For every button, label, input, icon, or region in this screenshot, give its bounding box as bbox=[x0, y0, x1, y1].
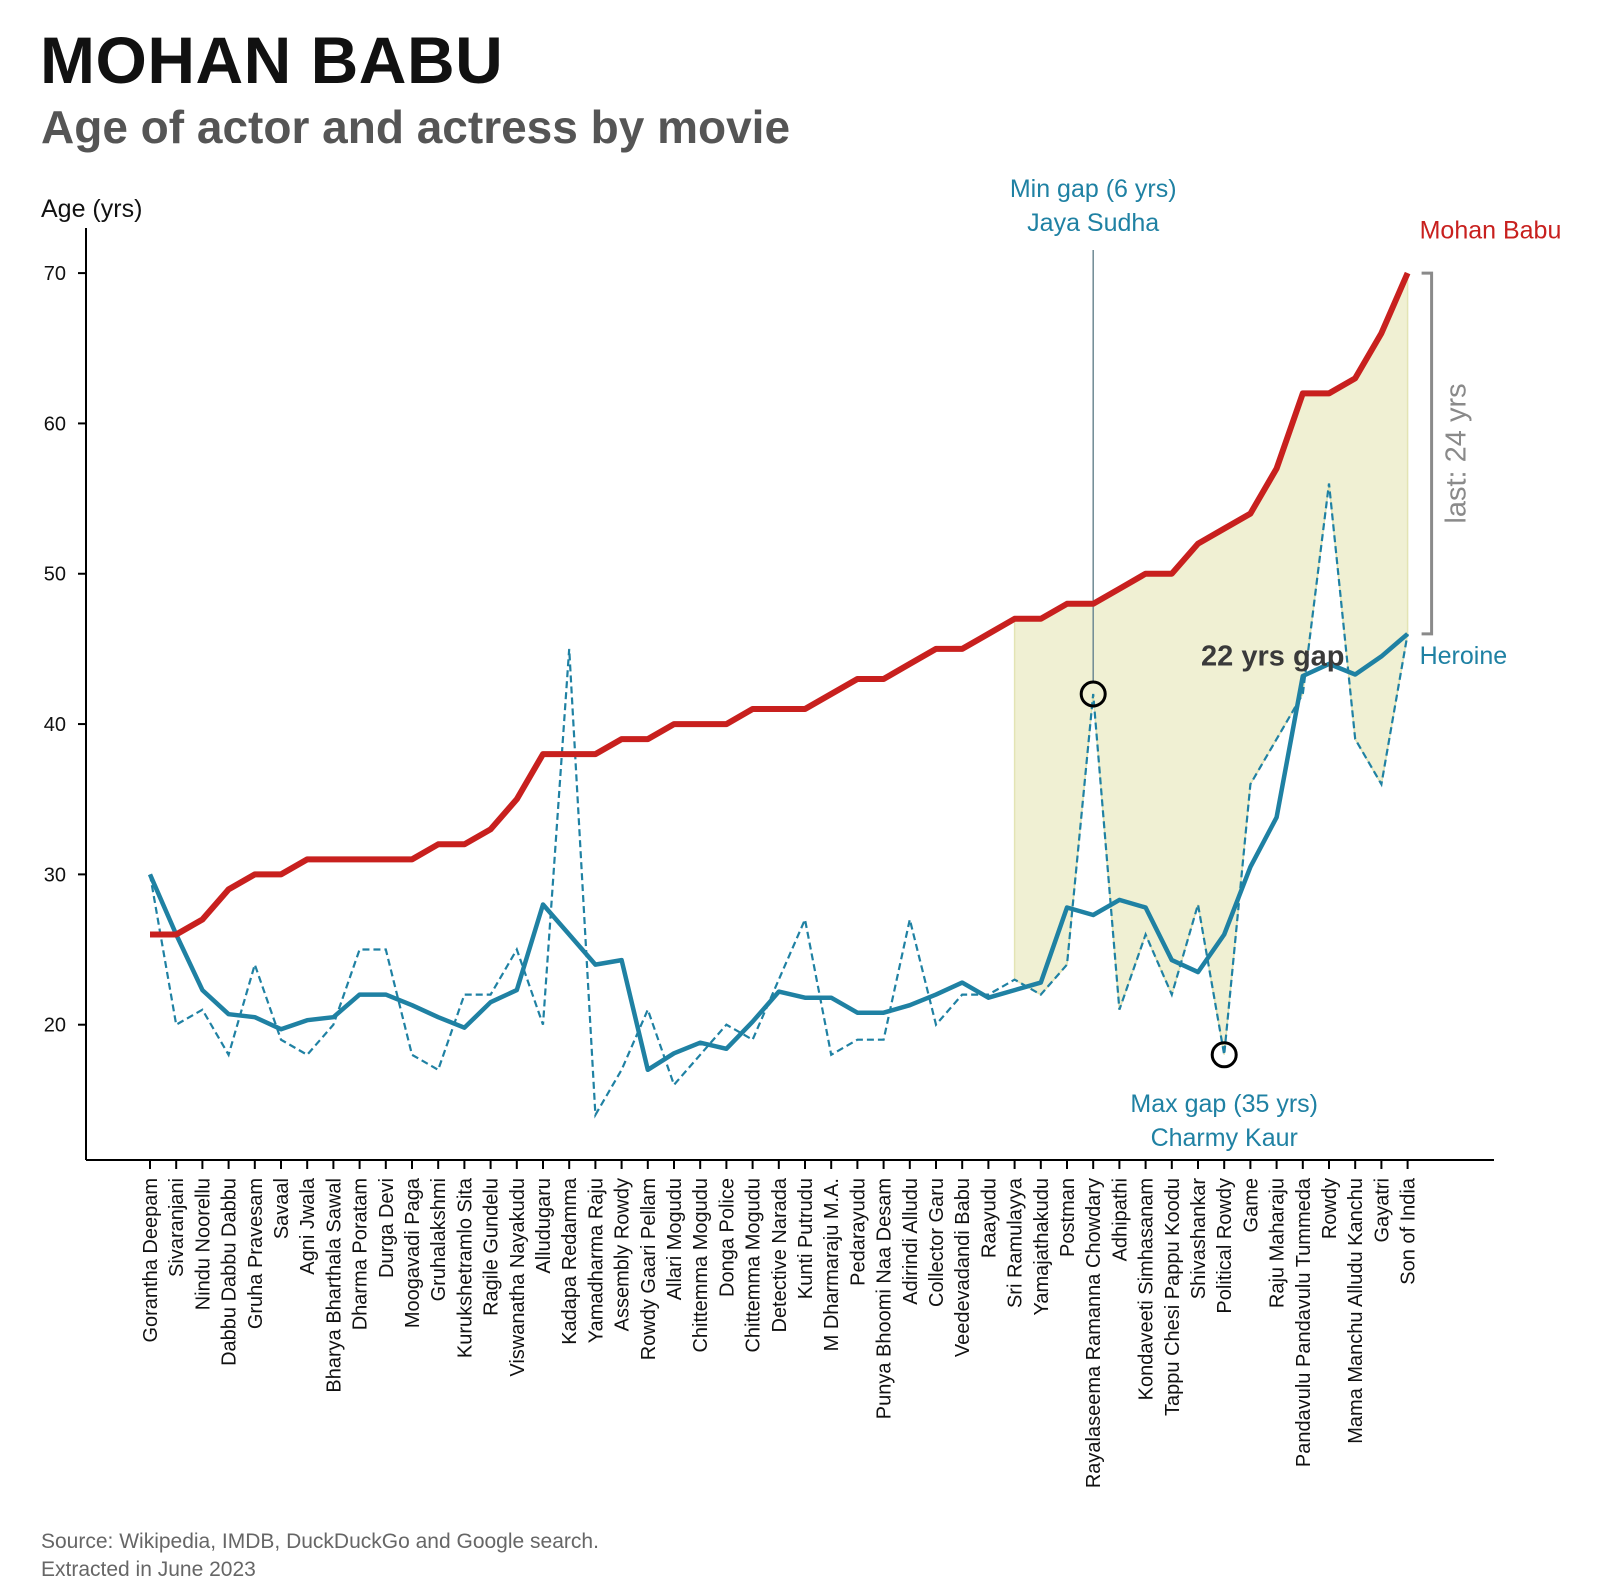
y-tick-label-30: 30 bbox=[44, 864, 66, 886]
x-tick-label-14: Viswanatha Nayakudu bbox=[507, 1178, 529, 1377]
x-tick-label-24: Detective Narada bbox=[769, 1177, 791, 1332]
x-tick-label-21: Chittemma Mogudu bbox=[690, 1178, 712, 1353]
x-tick-label-18: Assembly Rowdy bbox=[612, 1178, 634, 1331]
min-gap-name: Jaya Sudha bbox=[1027, 209, 1159, 237]
gap-label: 22 yrs gap bbox=[1201, 640, 1344, 672]
x-tick-label-46: Mama Manchu Alludu Kanchu bbox=[1345, 1178, 1367, 1444]
y-tick-label-60: 60 bbox=[44, 413, 66, 435]
source-note: Source: Wikipedia, IMDB, DuckDuckGo and … bbox=[41, 1528, 599, 1584]
x-tick-label-32: Raayudu bbox=[978, 1178, 1000, 1258]
max-gap-marker bbox=[1210, 1041, 1238, 1069]
series-layer bbox=[147, 271, 1411, 1119]
x-tick-label-4: Gruha Pravesam bbox=[245, 1178, 267, 1329]
x-tick-label-7: Bharya Bharthala Sawal bbox=[323, 1178, 345, 1393]
x-tick-label-9: Durga Devi bbox=[376, 1178, 398, 1278]
x-tick-label-12: Kurukshetramlo Sita bbox=[454, 1177, 476, 1358]
x-tick-label-44: Pandavulu Pandavulu Tummeda bbox=[1293, 1177, 1315, 1467]
x-tick-label-23: Chittemma Mogudu bbox=[743, 1178, 765, 1353]
y-tick-label-20: 20 bbox=[44, 1015, 66, 1037]
x-tick-label-43: Raju Maharaju bbox=[1267, 1178, 1289, 1308]
x-tick-label-28: Punya Bhoomi Naa Desam bbox=[874, 1178, 896, 1419]
last-gap-bracket bbox=[1421, 271, 1434, 636]
series-label-mohan-babu: Mohan Babu bbox=[1420, 217, 1562, 245]
y-tick-label-40: 40 bbox=[44, 714, 66, 736]
x-tick-label-38: Kondaveeti Simhasanam bbox=[1136, 1178, 1158, 1400]
x-tick-label-5: Savaal bbox=[271, 1178, 293, 1239]
x-tick-label-30: Collector Garu bbox=[926, 1178, 948, 1307]
y-tick-label-50: 50 bbox=[44, 564, 66, 586]
x-tick-label-41: Political Rowdy bbox=[1214, 1178, 1236, 1314]
x-tick-label-16: Kadapa Redamma bbox=[559, 1177, 581, 1345]
x-tick-label-19: Rowdy Gaari Pellam bbox=[638, 1178, 660, 1360]
x-tick-label-47: Gayatri bbox=[1371, 1178, 1393, 1242]
y-ticks: 20 30 40 50 60 70 bbox=[44, 263, 86, 1037]
x-tick-label-17: Yamadharma Raju bbox=[585, 1178, 607, 1343]
x-tick-label-0: Gorantha Deepam bbox=[140, 1178, 162, 1343]
x-tick-label-20: Allari Mogudu bbox=[664, 1178, 686, 1300]
x-tick-label-29: Adirindi Alludu bbox=[900, 1178, 922, 1305]
x-tick-label-48: Son of India bbox=[1398, 1177, 1420, 1285]
x-tick-label-25: Kunti Putrudu bbox=[795, 1178, 817, 1299]
x-tick-label-33: Sri Ramulayya bbox=[1005, 1177, 1027, 1308]
x-tick-label-26: M Dharmaraju M.A. bbox=[821, 1178, 843, 1351]
x-tick-label-39: Tappu Chesi Pappu Koodu bbox=[1162, 1178, 1184, 1416]
y-axis-label: Age (yrs) bbox=[41, 195, 142, 223]
x-tick-label-22: Donga Police bbox=[716, 1178, 738, 1297]
x-tick-label-45: Rowdy bbox=[1319, 1178, 1341, 1239]
min-gap-marker bbox=[1079, 680, 1107, 708]
axes: Age (yrs) bbox=[41, 195, 1494, 1161]
x-tick-label-3: Dabbu Dabbu Dabbu bbox=[219, 1178, 241, 1366]
y-tick-label-70: 70 bbox=[44, 263, 66, 285]
series-heroine-line bbox=[147, 632, 1410, 1073]
x-tick-label-35: Postman bbox=[1057, 1178, 1079, 1257]
x-tick-label-10: Moogavadi Paga bbox=[402, 1177, 424, 1328]
source-line-2: Extracted in June 2023 bbox=[41, 1558, 256, 1581]
x-tick-label-2: Nindu Noorellu bbox=[192, 1178, 214, 1310]
page-title: MOHAN BABU bbox=[40, 23, 504, 97]
max-gap-label: Max gap (35 yrs) bbox=[1130, 1090, 1318, 1118]
x-tick-label-31: Veedevadandi Babu bbox=[952, 1178, 974, 1357]
x-tick-label-6: Agni Jwala bbox=[297, 1177, 319, 1275]
annotations-layer: Min gap (6 yrs) Jaya Sudha Max gap (35 y… bbox=[1010, 175, 1562, 1152]
last-gap-label: last: 24 yrs bbox=[1441, 383, 1473, 523]
x-tick-label-42: Game bbox=[1240, 1178, 1262, 1232]
x-tick-label-37: Adhipathi bbox=[1109, 1178, 1131, 1261]
x-tick-label-13: Ragile Gundelu bbox=[481, 1178, 503, 1316]
max-gap-name: Charmy Kaur bbox=[1151, 1124, 1298, 1152]
x-tick-label-27: Pedarayudu bbox=[847, 1178, 869, 1286]
x-tick-label-40: Shivashankar bbox=[1188, 1178, 1210, 1300]
min-gap-label: Min gap (6 yrs) bbox=[1010, 175, 1177, 203]
x-tick-label-1: Sivaranjani bbox=[166, 1178, 188, 1277]
series-label-heroine: Heroine bbox=[1420, 642, 1508, 670]
x-tick-label-34: Yamajathakudu bbox=[1031, 1178, 1053, 1316]
x-ticks: Gorantha Deepam Sivaranjani Nindu Noorellu… bbox=[140, 1160, 1420, 1488]
x-tick-label-8: Dharma Poratam bbox=[350, 1178, 372, 1330]
page-subtitle: Age of actor and actress by movie bbox=[41, 101, 791, 153]
source-line-1: Source: Wikipedia, IMDB, DuckDuckGo and … bbox=[41, 1530, 599, 1553]
x-tick-label-11: Gruhalakshmi bbox=[428, 1178, 450, 1301]
series-mohan-babu-line bbox=[150, 271, 1411, 938]
x-tick-label-36: Rayalaseema Ramanna Chowdary bbox=[1083, 1178, 1105, 1488]
x-tick-label-15: Alludugaru bbox=[533, 1178, 555, 1274]
